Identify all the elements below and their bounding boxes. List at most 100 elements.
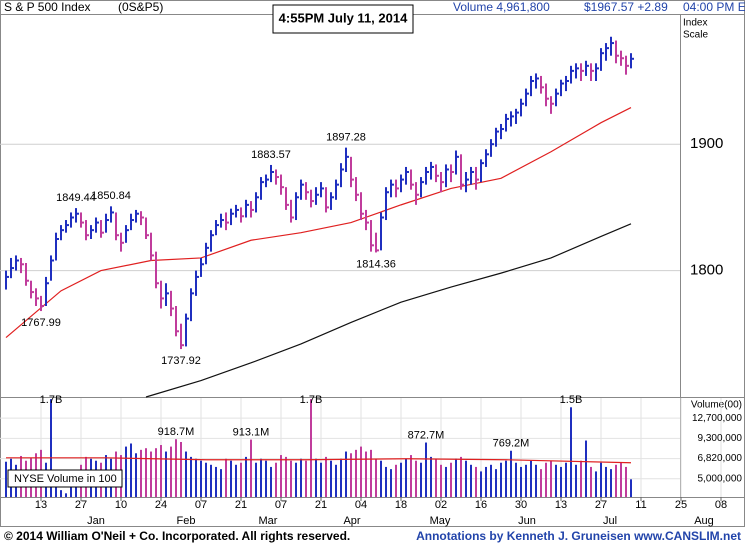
y-tick-label: 1900	[690, 135, 723, 152]
volume-bar	[255, 462, 257, 497]
volume-bar	[175, 439, 177, 497]
price-annotation: 1814.36	[356, 258, 396, 270]
volume-bar	[270, 466, 272, 497]
moving-average	[5, 107, 632, 339]
x-tick-label: 07	[195, 499, 207, 511]
volume-bar	[565, 462, 567, 497]
volume-annotation: 1.7B	[300, 394, 323, 406]
volume-annotation: 918.7M	[158, 426, 195, 438]
volume-bar	[625, 466, 627, 497]
volume-bar	[400, 462, 402, 497]
volume-bar	[395, 464, 397, 497]
x-tick-label: 21	[315, 499, 327, 511]
volume-bar	[200, 460, 202, 497]
volume-bar	[390, 469, 392, 497]
volume-bar	[160, 445, 162, 497]
volume-bar	[415, 460, 417, 497]
volume-bar	[210, 464, 212, 497]
volume-bar	[345, 451, 347, 497]
x-tick-label: 16	[475, 499, 487, 511]
volume-annotation: 1.5B	[560, 394, 583, 406]
volume-average	[6, 457, 632, 464]
volume-bar	[520, 466, 522, 497]
volume-annotation: 913.1M	[233, 427, 270, 439]
price-annotation: 1767.99	[21, 317, 61, 329]
volume-bar	[295, 462, 297, 497]
month-label: Jul	[603, 515, 617, 527]
volume-annotation: 1.7B	[40, 394, 63, 406]
month-label: Jun	[518, 515, 536, 527]
volume-bar	[150, 451, 152, 497]
volume-bar	[305, 460, 307, 497]
price-header: $1967.57 +2.89	[584, 0, 668, 14]
month-label: Aug	[694, 515, 714, 527]
volume-bar	[545, 462, 547, 497]
volume-bar	[125, 446, 127, 497]
volume-bar	[190, 456, 192, 497]
volume-bar	[590, 466, 592, 497]
volume-bar	[275, 462, 277, 497]
volume-bar	[250, 439, 252, 497]
volume-bar	[405, 458, 407, 497]
month-label: Apr	[343, 515, 360, 527]
x-tick-label: 30	[515, 499, 527, 511]
volume-bar	[240, 462, 242, 497]
copyright: © 2014 William O'Neil + Co. Incorporated…	[4, 529, 350, 543]
volume-bar	[475, 466, 477, 497]
time-header: 04:00 PM ET	[683, 0, 745, 14]
volume-bar	[505, 460, 507, 497]
volume-bar	[215, 466, 217, 497]
timestamp: 4:55PM July 11, 2014	[279, 10, 408, 25]
volume-bar	[575, 464, 577, 497]
symbol: (0S&P5)	[118, 0, 163, 14]
volume-bar	[420, 462, 422, 497]
volume-bar	[440, 464, 442, 497]
x-tick-label: 04	[355, 499, 367, 511]
volume-bar	[530, 460, 532, 497]
volume-bar	[320, 462, 322, 497]
volume-bar	[485, 466, 487, 497]
timestamp-box	[272, 4, 414, 34]
volume-annotation: 769.2M	[493, 438, 530, 450]
volume-bar	[375, 458, 377, 497]
volume-bar	[165, 451, 167, 497]
volume-bar	[435, 458, 437, 497]
scale-label: Index	[683, 18, 707, 29]
volume-bar	[465, 460, 467, 497]
volume-bar	[325, 456, 327, 497]
volume-bar	[550, 460, 552, 497]
volume-bar	[605, 466, 607, 497]
volume-tick-label: 6,820,000	[698, 453, 743, 464]
x-tick-label: 27	[595, 499, 607, 511]
x-tick-label: 02	[435, 499, 447, 511]
volume-bar	[455, 458, 457, 497]
volume-bar	[245, 456, 247, 497]
volume-bar	[360, 446, 362, 497]
x-tick-label: 10	[115, 499, 127, 511]
volume-bar	[525, 464, 527, 497]
volume-bar	[145, 448, 147, 497]
x-tick-label: 13	[555, 499, 567, 511]
moving-average	[145, 223, 632, 398]
volume-bar	[535, 464, 537, 497]
volume-bar	[285, 456, 287, 497]
x-tick-label: 13	[35, 499, 47, 511]
price-annotation: 1883.57	[251, 149, 291, 161]
x-tick-label: 07	[275, 499, 287, 511]
price-annotation: 1850.84	[91, 190, 131, 202]
volume-bar	[300, 458, 302, 497]
month-label: May	[430, 515, 451, 527]
volume-bar	[180, 441, 182, 497]
volume-bar	[225, 458, 227, 497]
x-tick-label: 21	[235, 499, 247, 511]
volume-bar	[380, 460, 382, 497]
volume-annotation: 872.7M	[408, 429, 445, 441]
volume-axis-label: Volume(00)	[691, 400, 742, 411]
volume-bar	[490, 464, 492, 497]
volume-bar	[445, 466, 447, 497]
volume-bar	[495, 469, 497, 497]
x-tick-label: 27	[75, 499, 87, 511]
volume-bar	[70, 485, 72, 497]
volume-bar	[430, 456, 432, 497]
